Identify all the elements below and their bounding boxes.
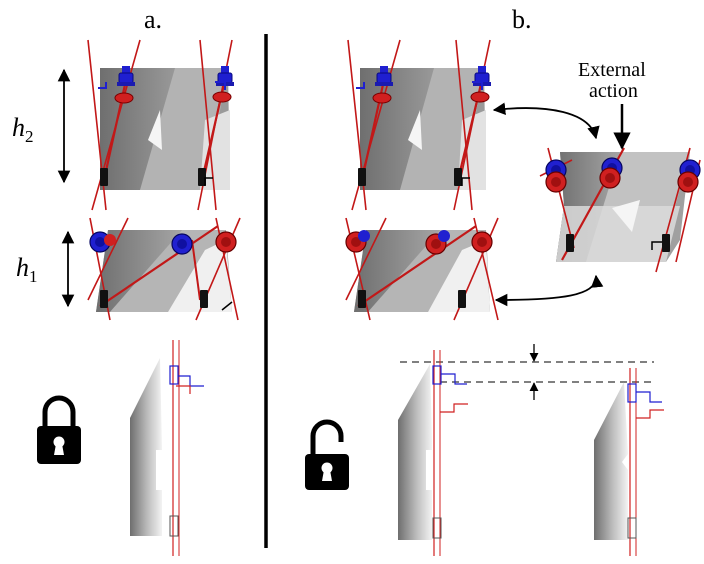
transition-arrow-upper [492, 102, 600, 140]
tall-configuration-a [87, 39, 235, 211]
unlocked-profile-b-right [594, 368, 664, 556]
tall-configuration-b [347, 39, 492, 211]
panel-b-label: b. [512, 5, 532, 34]
transition-arrow-lower [494, 274, 604, 307]
lock-open-icon [305, 419, 349, 490]
unlocked-profile-b-left [398, 350, 468, 556]
h1-label: h1 [16, 253, 38, 286]
lock-closed-icon [37, 395, 81, 464]
locked-profile-a [130, 340, 204, 556]
external-action-label-line2: action [589, 80, 638, 102]
short-configuration-b [345, 217, 499, 321]
external-action-configuration [539, 147, 701, 273]
external-action-label-line1: External [578, 59, 646, 81]
panel-a-label: a. [144, 5, 162, 34]
h2-label: h2 [12, 113, 34, 146]
short-configuration-a [87, 217, 241, 321]
